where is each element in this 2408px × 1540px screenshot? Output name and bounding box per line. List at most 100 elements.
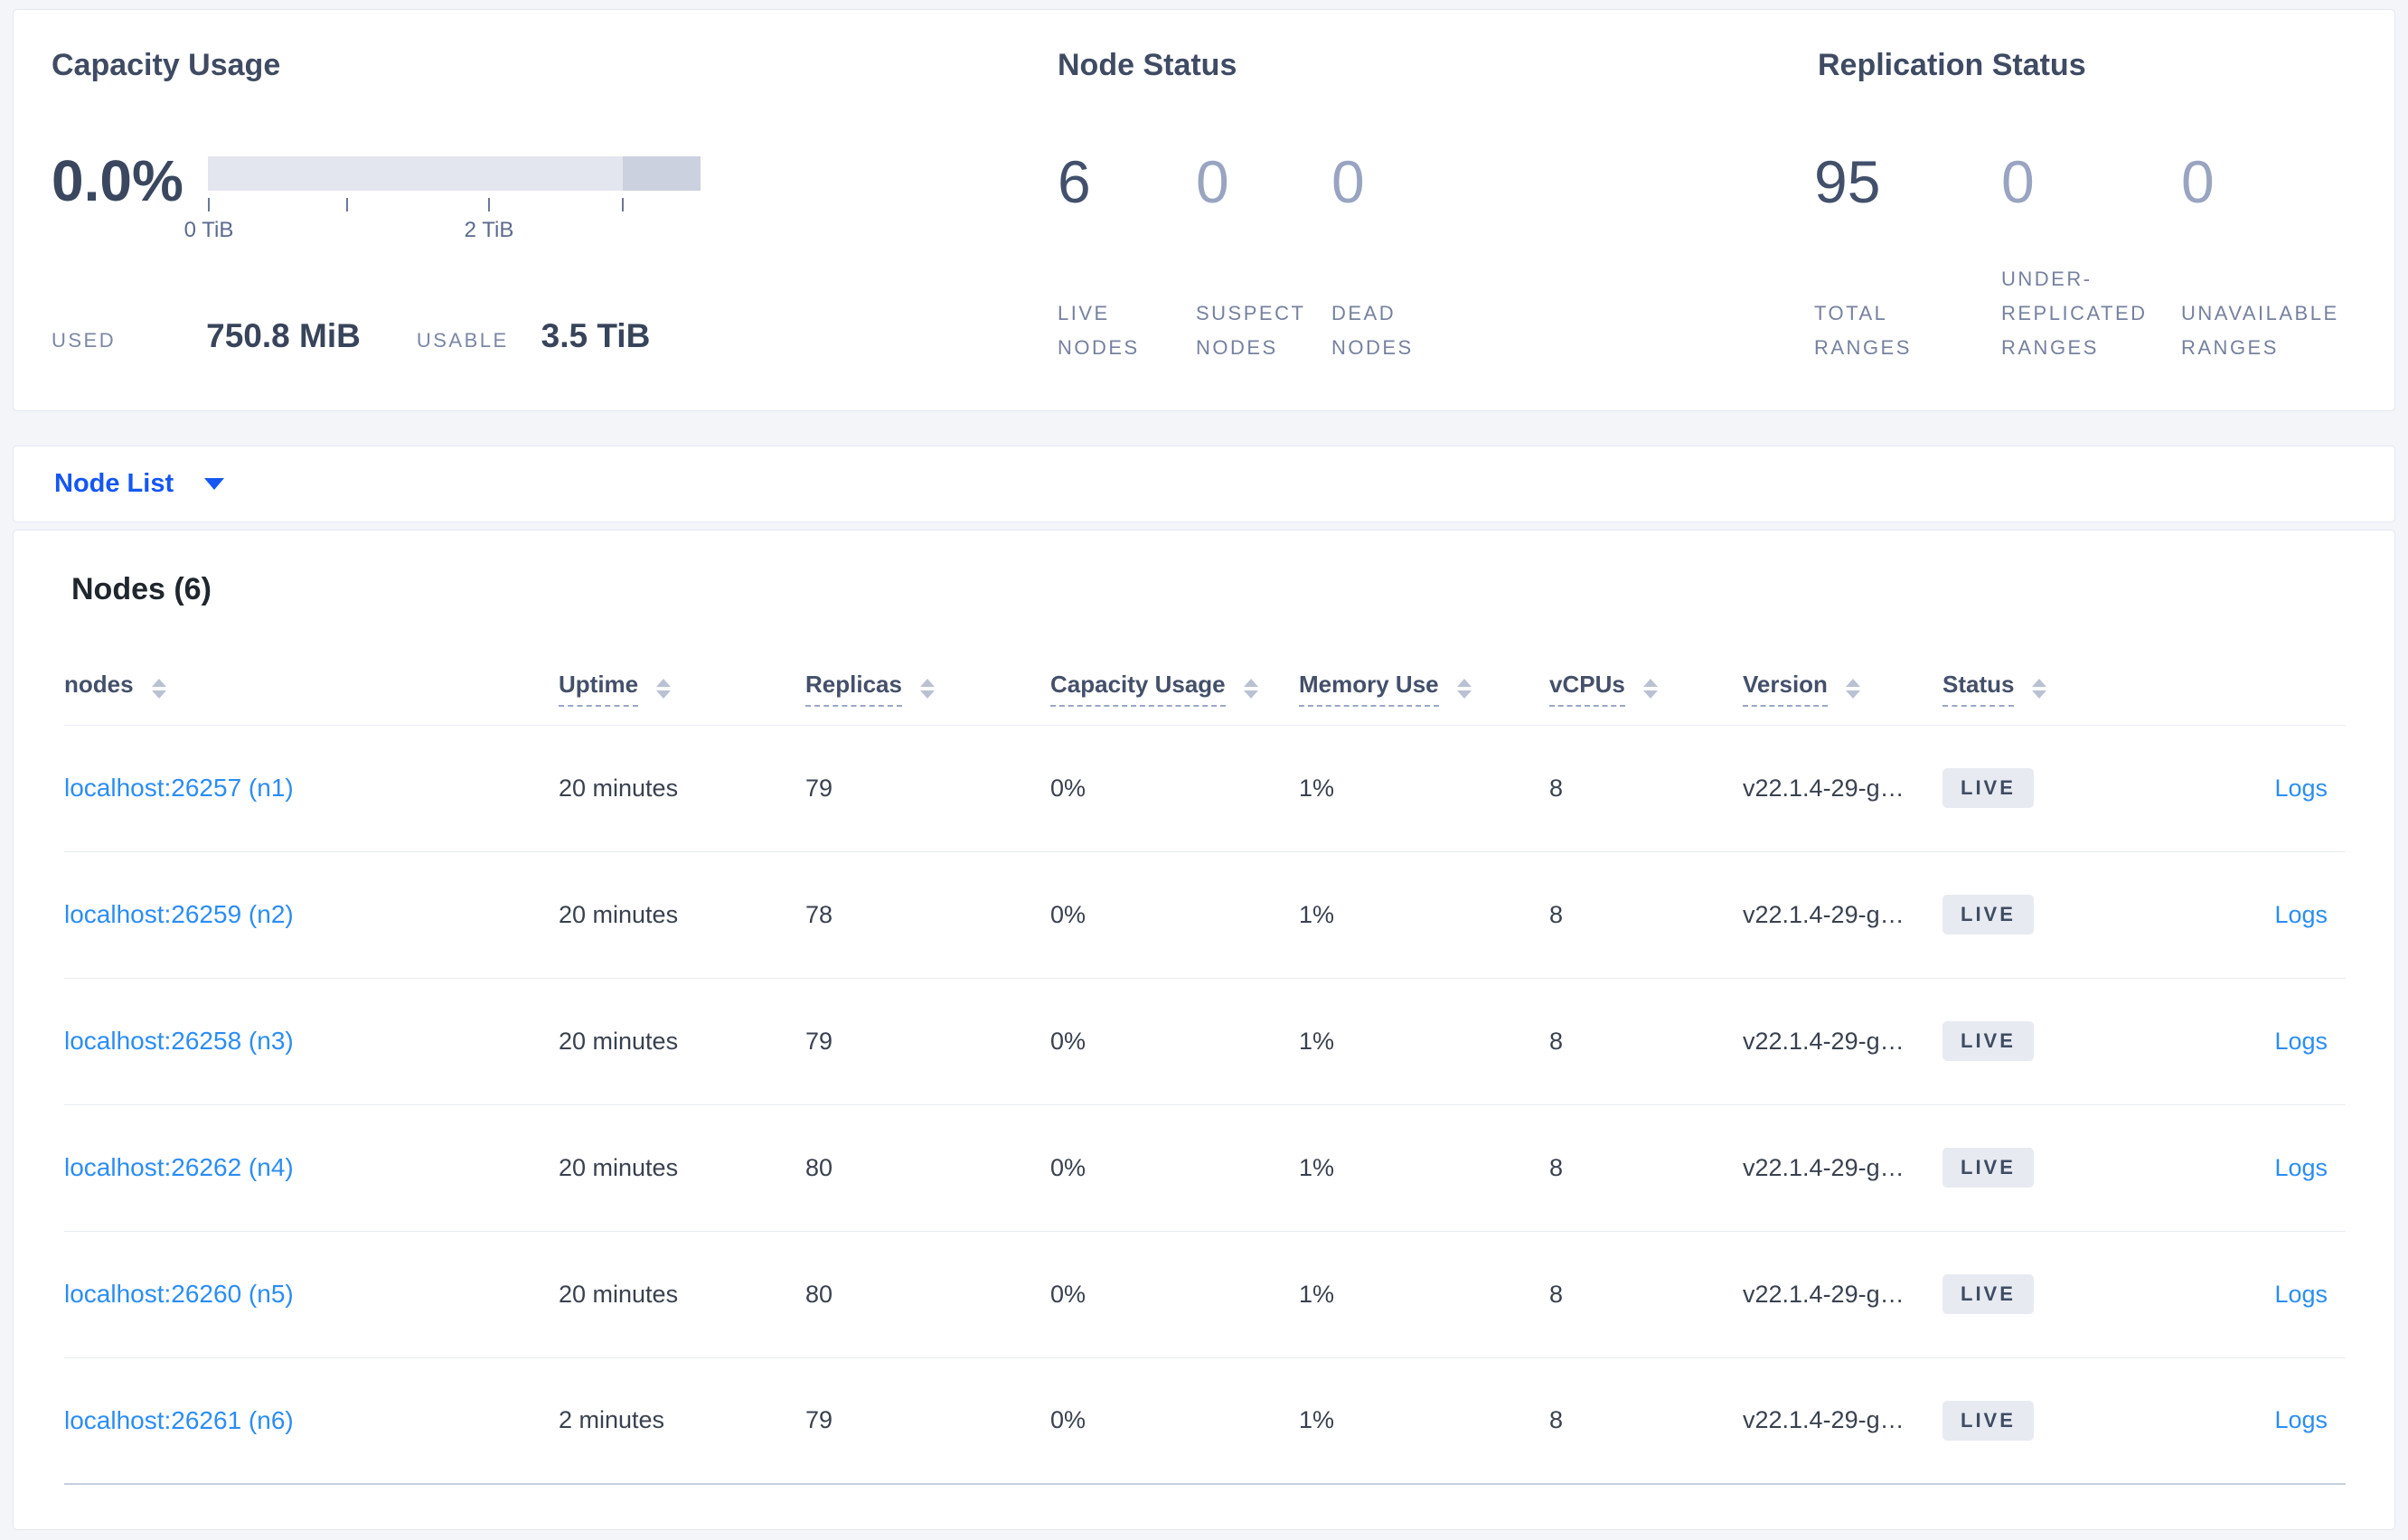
sort-icon (656, 678, 672, 699)
status-badge: LIVE (1942, 1021, 2034, 1061)
total-ranges-count: 95 (1814, 148, 1881, 215)
capacity-bar-reserved-segment (623, 156, 701, 191)
nodes-table-card: Nodes (6) nodes Uptime Replicas (13, 530, 2395, 1530)
uptime-cell: 20 minutes (559, 851, 805, 979)
capacity-usage-bar (208, 156, 701, 191)
unavailable-ranges-label: UNAVAILABLE RANGES (2181, 302, 2339, 359)
column-header-logs (2150, 653, 2346, 726)
memory-cell: 1% (1299, 978, 1549, 1105)
table-row: localhost:26258 (n3) 20 minutes 79 0% 1%… (64, 978, 2346, 1105)
vcpus-cell: 8 (1549, 978, 1743, 1105)
vcpus-cell: 8 (1549, 851, 1743, 979)
memory-cell: 1% (1299, 725, 1549, 852)
cluster-summary-card: Capacity Usage 0.0% 0 TiB 2 TiB USED 750… (13, 9, 2395, 411)
column-header-capacity-usage[interactable]: Capacity Usage (1050, 653, 1299, 726)
column-header-memory-use[interactable]: Memory Use (1299, 653, 1549, 726)
sort-icon (1456, 678, 1472, 699)
replicas-cell: 80 (805, 1231, 1050, 1358)
node-list-dropdown[interactable]: Node List (14, 446, 2394, 521)
node-link[interactable]: localhost:26261 (n6) (64, 1405, 294, 1434)
replicas-cell: 80 (805, 1104, 1050, 1232)
live-nodes-count: 6 (1058, 148, 1091, 215)
version-cell: v22.1.4-29-g… (1743, 1231, 1942, 1358)
node-link[interactable]: localhost:26258 (n3) (64, 1027, 294, 1055)
column-header-vcpus[interactable]: vCPUs (1549, 653, 1743, 726)
uptime-cell: 2 minutes (559, 1357, 805, 1485)
table-row: localhost:26260 (n5) 20 minutes 80 0% 1%… (64, 1231, 2346, 1358)
chevron-down-icon (204, 478, 225, 490)
table-row: localhost:26262 (n4) 20 minutes 80 0% 1%… (64, 1104, 2346, 1232)
capacity-cell: 0% (1050, 1357, 1299, 1485)
sort-icon (2032, 678, 2047, 699)
replicas-cell: 79 (805, 725, 1050, 852)
under-replicated-ranges-count: 0 (2001, 148, 2035, 215)
memory-cell: 1% (1299, 1357, 1549, 1485)
status-badge: LIVE (1942, 768, 2034, 808)
suspect-nodes-label: SUSPECT NODES (1196, 302, 1306, 359)
replicas-cell: 79 (805, 978, 1050, 1105)
node-link[interactable]: localhost:26260 (n5) (64, 1280, 294, 1308)
version-cell: v22.1.4-29-g… (1743, 1104, 1942, 1232)
vcpus-cell: 8 (1549, 1104, 1743, 1232)
replication-status-title: Replication Status (1818, 48, 2086, 82)
unavailable-ranges-count: 0 (2181, 148, 2215, 215)
axis-tick (346, 198, 348, 211)
sort-icon (919, 678, 935, 699)
logs-link[interactable]: Logs (2274, 774, 2328, 802)
uptime-cell: 20 minutes (559, 978, 805, 1105)
used-value: 750.8 MiB (206, 317, 361, 354)
sort-icon (151, 678, 166, 699)
sort-icon (1642, 678, 1658, 699)
vcpus-cell: 8 (1549, 725, 1743, 852)
column-header-replicas[interactable]: Replicas (805, 653, 1050, 726)
uptime-cell: 20 minutes (559, 1104, 805, 1232)
dead-nodes-label: DEAD NODES (1331, 302, 1414, 359)
logs-link[interactable]: Logs (2274, 1280, 2328, 1308)
memory-cell: 1% (1299, 851, 1549, 979)
replicas-cell: 78 (805, 851, 1050, 979)
table-row: localhost:26261 (n6) 2 minutes 79 0% 1% … (64, 1357, 2346, 1485)
capacity-cell: 0% (1050, 1231, 1299, 1358)
version-cell: v22.1.4-29-g… (1743, 1357, 1942, 1485)
under-replicated-ranges-label: UNDER- REPLICATED RANGES (2001, 268, 2148, 359)
axis-tick (208, 198, 210, 211)
capacity-cell: 0% (1050, 725, 1299, 852)
table-row: localhost:26257 (n1) 20 minutes 79 0% 1%… (64, 725, 2346, 852)
column-header-version[interactable]: Version (1743, 653, 1942, 726)
axis-tick-label-2: 2 TiB (464, 218, 514, 242)
sort-icon (1845, 678, 1860, 699)
node-status-title: Node Status (1058, 48, 1237, 82)
node-link[interactable]: localhost:26262 (n4) (64, 1153, 294, 1181)
capacity-usage-title: Capacity Usage (52, 48, 281, 82)
version-cell: v22.1.4-29-g… (1743, 978, 1942, 1105)
column-header-uptime[interactable]: Uptime (559, 653, 805, 726)
axis-tick (622, 198, 624, 211)
sort-icon (1243, 678, 1258, 699)
vcpus-cell: 8 (1549, 1357, 1743, 1485)
column-header-status[interactable]: Status (1942, 653, 2150, 726)
suspect-nodes-count: 0 (1196, 148, 1229, 215)
logs-link[interactable]: Logs (2274, 1153, 2328, 1181)
node-list-dropdown-label: Node List (54, 469, 174, 498)
usable-label: USABLE (416, 329, 509, 352)
version-cell: v22.1.4-29-g… (1743, 725, 1942, 852)
used-label: USED (52, 329, 117, 352)
logs-link[interactable]: Logs (2274, 1406, 2328, 1434)
capacity-used-percent: 0.0% (52, 148, 183, 213)
vcpus-cell: 8 (1549, 1231, 1743, 1358)
version-cell: v22.1.4-29-g… (1743, 851, 1942, 979)
uptime-cell: 20 minutes (559, 1231, 805, 1358)
column-header-nodes[interactable]: nodes (64, 653, 559, 726)
logs-link[interactable]: Logs (2274, 1027, 2328, 1055)
status-badge: LIVE (1942, 1400, 2034, 1441)
dead-nodes-count: 0 (1331, 148, 1365, 215)
memory-cell: 1% (1299, 1104, 1549, 1232)
table-row: localhost:26259 (n2) 20 minutes 78 0% 1%… (64, 851, 2346, 979)
node-link[interactable]: localhost:26257 (n1) (64, 774, 294, 802)
capacity-cell: 0% (1050, 978, 1299, 1105)
total-ranges-label: TOTAL RANGES (1814, 302, 1912, 359)
node-link[interactable]: localhost:26259 (n2) (64, 900, 294, 928)
capacity-stats-row: USED 750.8 MiB USABLE 3.5 TiB (52, 317, 650, 355)
status-badge: LIVE (1942, 1274, 2034, 1314)
logs-link[interactable]: Logs (2274, 900, 2328, 928)
